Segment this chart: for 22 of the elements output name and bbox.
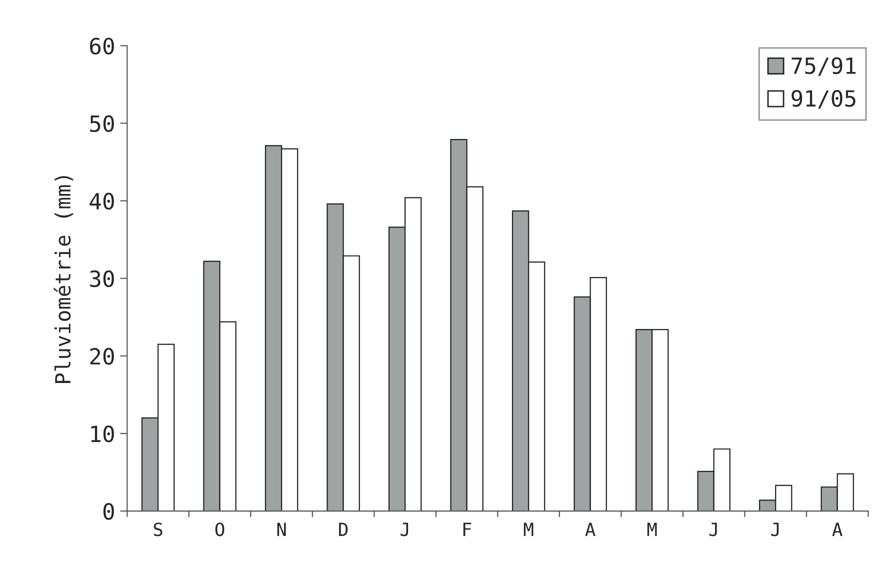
x-tick-label: S — [154, 522, 162, 536]
y-tick-label: 50 — [90, 115, 114, 132]
x-tick-label: J — [771, 522, 779, 536]
x-tick-label: M — [647, 522, 657, 536]
y-tick-label: 0 — [103, 503, 114, 520]
x-tick-label: J — [709, 522, 717, 536]
y-axis-title: Pluviométrie (mm) — [54, 176, 74, 383]
y-tick-label: 60 — [90, 38, 114, 54]
x-tick-label: F — [463, 522, 472, 536]
x-tick-label: M — [524, 522, 534, 536]
y-tick-label: 30 — [90, 270, 114, 288]
x-tick-label: N — [277, 522, 286, 536]
y-tick-label: 20 — [90, 348, 114, 365]
x-tick-label: A — [585, 522, 596, 536]
legend-label: 75/91 — [792, 57, 856, 76]
legend-label: 91/05 — [792, 90, 856, 109]
y-tick-label: 40 — [90, 192, 114, 210]
x-tick-label: A — [832, 522, 842, 536]
x-tick-label: D — [339, 522, 348, 536]
x-tick-label: J — [400, 522, 408, 536]
x-tick-label: O — [215, 522, 224, 536]
y-tick-label: 10 — [91, 425, 114, 442]
